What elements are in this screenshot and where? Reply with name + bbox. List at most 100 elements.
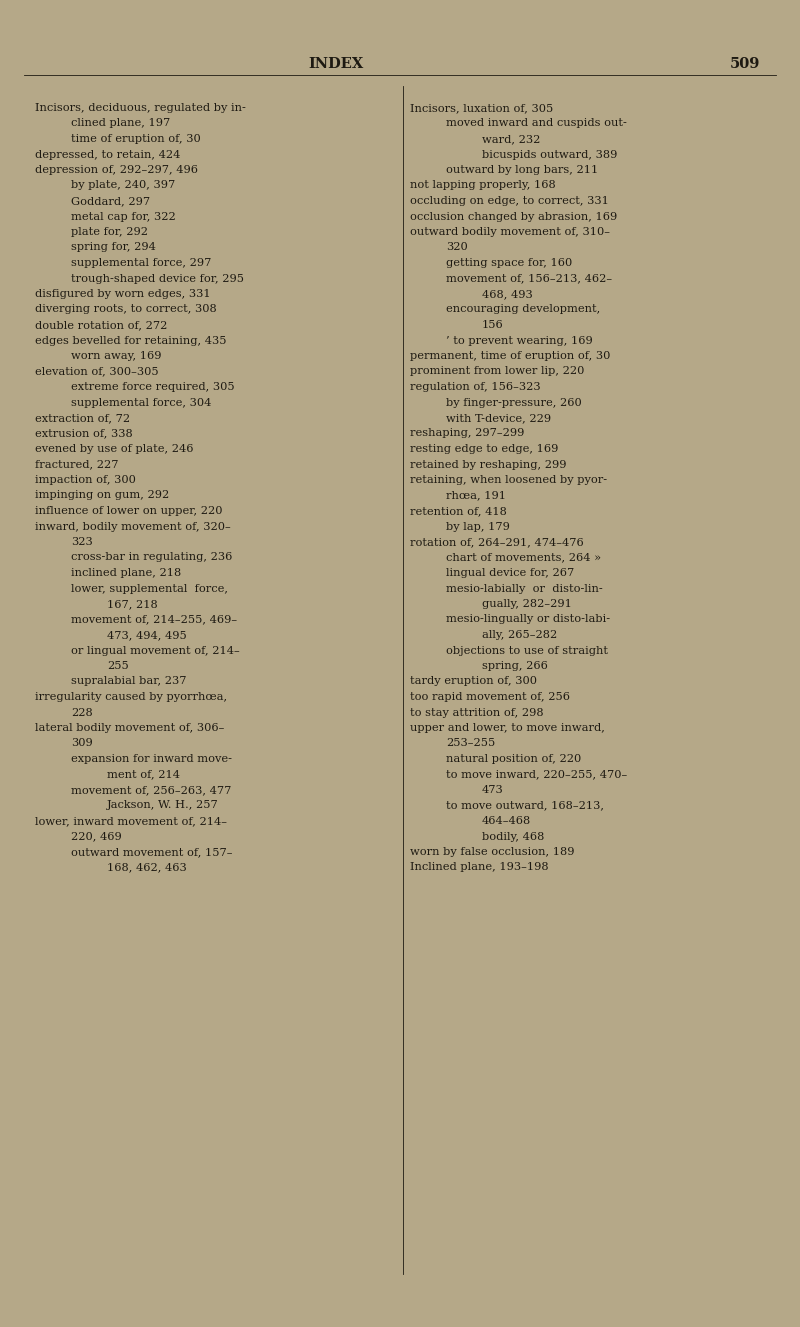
Text: movement of, 214–255, 469–: movement of, 214–255, 469– bbox=[71, 614, 237, 625]
Text: by lap, 179: by lap, 179 bbox=[446, 522, 510, 532]
Text: worn by false occlusion, 189: worn by false occlusion, 189 bbox=[410, 847, 574, 857]
Text: expansion for inward move-: expansion for inward move- bbox=[71, 754, 232, 764]
Text: 253–255: 253–255 bbox=[446, 739, 495, 748]
Text: Goddard, 297: Goddard, 297 bbox=[71, 196, 150, 206]
Text: disfigured by worn edges, 331: disfigured by worn edges, 331 bbox=[35, 289, 210, 299]
Text: 156: 156 bbox=[482, 320, 504, 330]
Text: chart of movements, 264 »: chart of movements, 264 » bbox=[446, 552, 601, 563]
Text: 168, 462, 463: 168, 462, 463 bbox=[107, 863, 186, 872]
Text: movement of, 156–213, 462–: movement of, 156–213, 462– bbox=[446, 273, 612, 284]
Text: cross-bar in regulating, 236: cross-bar in regulating, 236 bbox=[71, 552, 232, 563]
Text: influence of lower on upper, 220: influence of lower on upper, 220 bbox=[35, 506, 222, 516]
Text: 255: 255 bbox=[107, 661, 129, 671]
Text: to move outward, 168–213,: to move outward, 168–213, bbox=[446, 800, 604, 811]
Text: not lapping properly, 168: not lapping properly, 168 bbox=[410, 180, 556, 191]
Text: extraction of, 72: extraction of, 72 bbox=[35, 413, 130, 423]
Text: INDEX: INDEX bbox=[308, 57, 364, 72]
Text: or lingual movement of, 214–: or lingual movement of, 214– bbox=[71, 645, 240, 656]
Text: upper and lower, to move inward,: upper and lower, to move inward, bbox=[410, 723, 605, 733]
Text: encouraging development,: encouraging development, bbox=[446, 304, 600, 314]
Text: impaction of, 300: impaction of, 300 bbox=[35, 475, 136, 484]
Text: 509: 509 bbox=[730, 57, 760, 72]
Text: 309: 309 bbox=[71, 739, 93, 748]
Text: Incisors, deciduous, regulated by in-: Incisors, deciduous, regulated by in- bbox=[35, 104, 246, 113]
Text: occlusion changed by abrasion, 169: occlusion changed by abrasion, 169 bbox=[410, 211, 618, 222]
Text: lingual device for, 267: lingual device for, 267 bbox=[446, 568, 574, 579]
Text: getting space for, 160: getting space for, 160 bbox=[446, 257, 572, 268]
Text: depression of, 292–297, 496: depression of, 292–297, 496 bbox=[35, 165, 198, 175]
Text: reshaping, 297–299: reshaping, 297–299 bbox=[410, 429, 524, 438]
Text: spring, 266: spring, 266 bbox=[482, 661, 548, 671]
Text: rotation of, 264–291, 474–476: rotation of, 264–291, 474–476 bbox=[410, 537, 584, 547]
Text: plate for, 292: plate for, 292 bbox=[71, 227, 148, 238]
Text: extreme force required, 305: extreme force required, 305 bbox=[71, 382, 234, 391]
Text: retaining, when loosened by pyor-: retaining, when loosened by pyor- bbox=[410, 475, 607, 484]
Text: ment of, 214: ment of, 214 bbox=[107, 770, 180, 779]
Text: 323: 323 bbox=[71, 537, 93, 547]
Text: supplemental force, 304: supplemental force, 304 bbox=[71, 398, 211, 407]
Text: 473: 473 bbox=[482, 786, 504, 795]
Text: Jackson, W. H., 257: Jackson, W. H., 257 bbox=[107, 800, 218, 811]
Text: objections to use of straight: objections to use of straight bbox=[446, 645, 608, 656]
Text: lower, supplemental  force,: lower, supplemental force, bbox=[71, 584, 228, 593]
Text: irregularity caused by pyorrhœa,: irregularity caused by pyorrhœa, bbox=[35, 691, 227, 702]
Text: bodily, 468: bodily, 468 bbox=[482, 832, 544, 841]
Text: with T-device, 229: with T-device, 229 bbox=[446, 413, 551, 423]
Text: spring for, 294: spring for, 294 bbox=[71, 243, 156, 252]
Text: movement of, 256–263, 477: movement of, 256–263, 477 bbox=[71, 786, 231, 795]
Text: 464–468: 464–468 bbox=[482, 816, 531, 825]
Text: lateral bodily movement of, 306–: lateral bodily movement of, 306– bbox=[35, 723, 224, 733]
Text: retained by reshaping, 299: retained by reshaping, 299 bbox=[410, 459, 566, 470]
Text: occluding on edge, to correct, 331: occluding on edge, to correct, 331 bbox=[410, 196, 609, 206]
Text: too rapid movement of, 256: too rapid movement of, 256 bbox=[410, 691, 570, 702]
Text: impinging on gum, 292: impinging on gum, 292 bbox=[35, 491, 170, 500]
Text: double rotation of, 272: double rotation of, 272 bbox=[35, 320, 167, 330]
Text: permanent, time of eruption of, 30: permanent, time of eruption of, 30 bbox=[410, 352, 610, 361]
Text: Incisors, luxation of, 305: Incisors, luxation of, 305 bbox=[410, 104, 554, 113]
Text: 167, 218: 167, 218 bbox=[107, 598, 158, 609]
Text: ally, 265–282: ally, 265–282 bbox=[482, 630, 558, 640]
Text: diverging roots, to correct, 308: diverging roots, to correct, 308 bbox=[35, 304, 217, 314]
Text: retention of, 418: retention of, 418 bbox=[410, 506, 507, 516]
Text: prominent from lower lip, 220: prominent from lower lip, 220 bbox=[410, 366, 584, 377]
Text: 320: 320 bbox=[446, 243, 468, 252]
Text: evened by use of plate, 246: evened by use of plate, 246 bbox=[35, 445, 194, 454]
Text: to stay attrition of, 298: to stay attrition of, 298 bbox=[410, 707, 544, 718]
Text: ward, 232: ward, 232 bbox=[482, 134, 540, 145]
Text: depressed, to retain, 424: depressed, to retain, 424 bbox=[35, 150, 180, 159]
Text: extrusion of, 338: extrusion of, 338 bbox=[35, 429, 133, 438]
Text: Inclined plane, 193–198: Inclined plane, 193–198 bbox=[410, 863, 549, 872]
Text: 468, 493: 468, 493 bbox=[482, 289, 533, 299]
Text: ’ to prevent wearing, 169: ’ to prevent wearing, 169 bbox=[446, 336, 593, 345]
Text: regulation of, 156–323: regulation of, 156–323 bbox=[410, 382, 541, 391]
Text: natural position of, 220: natural position of, 220 bbox=[446, 754, 582, 764]
Text: outward bodily movement of, 310–: outward bodily movement of, 310– bbox=[410, 227, 610, 238]
Text: lower, inward movement of, 214–: lower, inward movement of, 214– bbox=[35, 816, 227, 825]
Text: inclined plane, 218: inclined plane, 218 bbox=[71, 568, 182, 579]
Text: by plate, 240, 397: by plate, 240, 397 bbox=[71, 180, 175, 191]
Text: time of eruption of, 30: time of eruption of, 30 bbox=[71, 134, 201, 145]
Text: fractured, 227: fractured, 227 bbox=[35, 459, 118, 470]
Text: rhœa, 191: rhœa, 191 bbox=[446, 491, 506, 500]
Text: clined plane, 197: clined plane, 197 bbox=[71, 118, 170, 129]
Text: 473, 494, 495: 473, 494, 495 bbox=[107, 630, 186, 640]
Text: 220, 469: 220, 469 bbox=[71, 832, 122, 841]
Text: to move inward, 220–255, 470–: to move inward, 220–255, 470– bbox=[446, 770, 627, 779]
Text: supralabial bar, 237: supralabial bar, 237 bbox=[71, 677, 186, 686]
Text: edges bevelled for retaining, 435: edges bevelled for retaining, 435 bbox=[35, 336, 226, 345]
Text: outward by long bars, 211: outward by long bars, 211 bbox=[446, 165, 598, 175]
Text: resting edge to edge, 169: resting edge to edge, 169 bbox=[410, 445, 558, 454]
Text: outward movement of, 157–: outward movement of, 157– bbox=[71, 847, 233, 857]
Text: mesio-lingually or disto-labi-: mesio-lingually or disto-labi- bbox=[446, 614, 610, 625]
Text: bicuspids outward, 389: bicuspids outward, 389 bbox=[482, 150, 618, 159]
Text: by finger-pressure, 260: by finger-pressure, 260 bbox=[446, 398, 582, 407]
Text: trough-shaped device for, 295: trough-shaped device for, 295 bbox=[71, 273, 244, 284]
Text: mesio-labially  or  disto-lin-: mesio-labially or disto-lin- bbox=[446, 584, 602, 593]
Text: gually, 282–291: gually, 282–291 bbox=[482, 598, 572, 609]
Text: worn away, 169: worn away, 169 bbox=[71, 352, 162, 361]
Text: tardy eruption of, 300: tardy eruption of, 300 bbox=[410, 677, 537, 686]
Text: elevation of, 300–305: elevation of, 300–305 bbox=[35, 366, 158, 377]
Text: 228: 228 bbox=[71, 707, 93, 718]
Text: moved inward and cuspids out-: moved inward and cuspids out- bbox=[446, 118, 627, 129]
Text: inward, bodily movement of, 320–: inward, bodily movement of, 320– bbox=[35, 522, 230, 532]
